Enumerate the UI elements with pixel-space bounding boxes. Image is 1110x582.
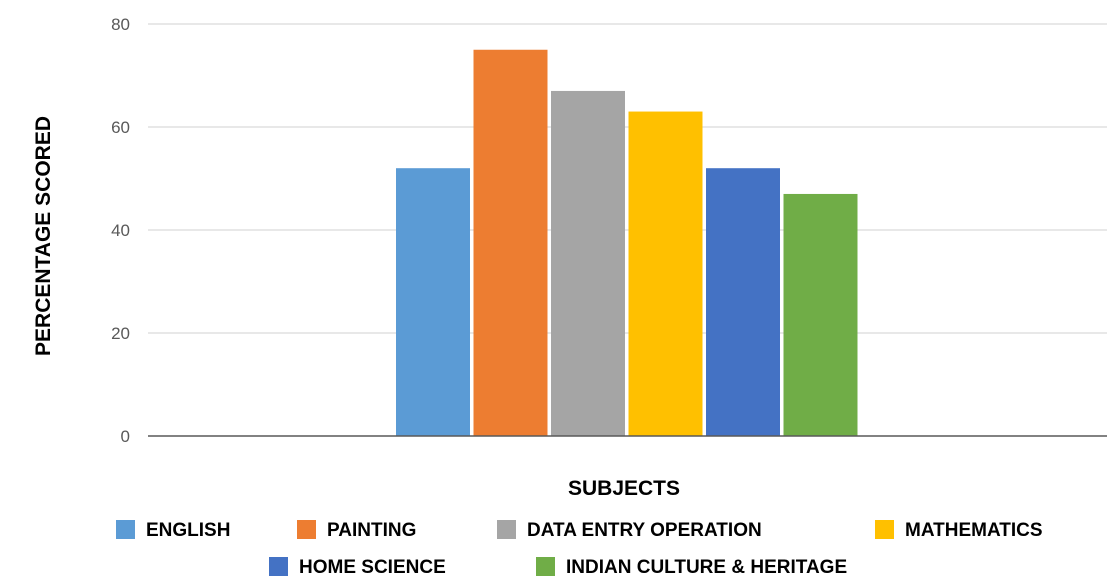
legend-swatch [497,520,516,539]
legend-item-english: ENGLISH [116,520,230,541]
legend-label: INDIAN CULTURE & HERITAGE [566,557,847,578]
legend-swatch [269,557,288,576]
y-tick-label: 80 [111,15,130,34]
x-axis-title: SUBJECTS [568,477,680,500]
bar-mathematics [628,111,703,437]
y-tick-label: 20 [111,324,130,343]
bars [396,49,858,437]
legend-label: PAINTING [327,520,416,541]
bar-indian-culture-heritage [783,193,858,436]
bar-data-entry-operation [551,90,625,436]
y-tick-label: 40 [111,221,130,240]
y-tick-labels: 0 20 40 60 80 [111,15,130,446]
legend-item-data-entry-operation: DATA ENTRY OPERATION [497,520,762,541]
legend-item-mathematics: MATHEMATICS [875,520,1043,541]
legend-swatch [116,520,135,539]
y-tick-label: 60 [111,118,130,137]
y-tick-label: 0 [121,427,130,446]
legend-label: DATA ENTRY OPERATION [527,520,762,541]
legend-label: HOME SCIENCE [299,557,446,578]
bar-english [396,168,470,436]
legend-item-indian-culture-heritage: INDIAN CULTURE & HERITAGE [536,557,847,578]
bar-home-science [706,168,780,436]
legend-label: ENGLISH [146,520,230,541]
legend: ENGLISH PAINTING DATA ENTRY OPERATION MATHE… [116,520,1043,578]
bar-painting [473,49,548,436]
legend-swatch [297,520,316,539]
gridlines [148,23,1107,334]
legend-item-home-science: HOME SCIENCE [269,557,446,578]
legend-label: MATHEMATICS [905,520,1043,541]
y-axis-title: PERCENTAGE SCORED [32,116,55,356]
legend-item-painting: PAINTING [297,520,416,541]
legend-swatch [875,520,894,539]
legend-swatch [536,557,555,576]
